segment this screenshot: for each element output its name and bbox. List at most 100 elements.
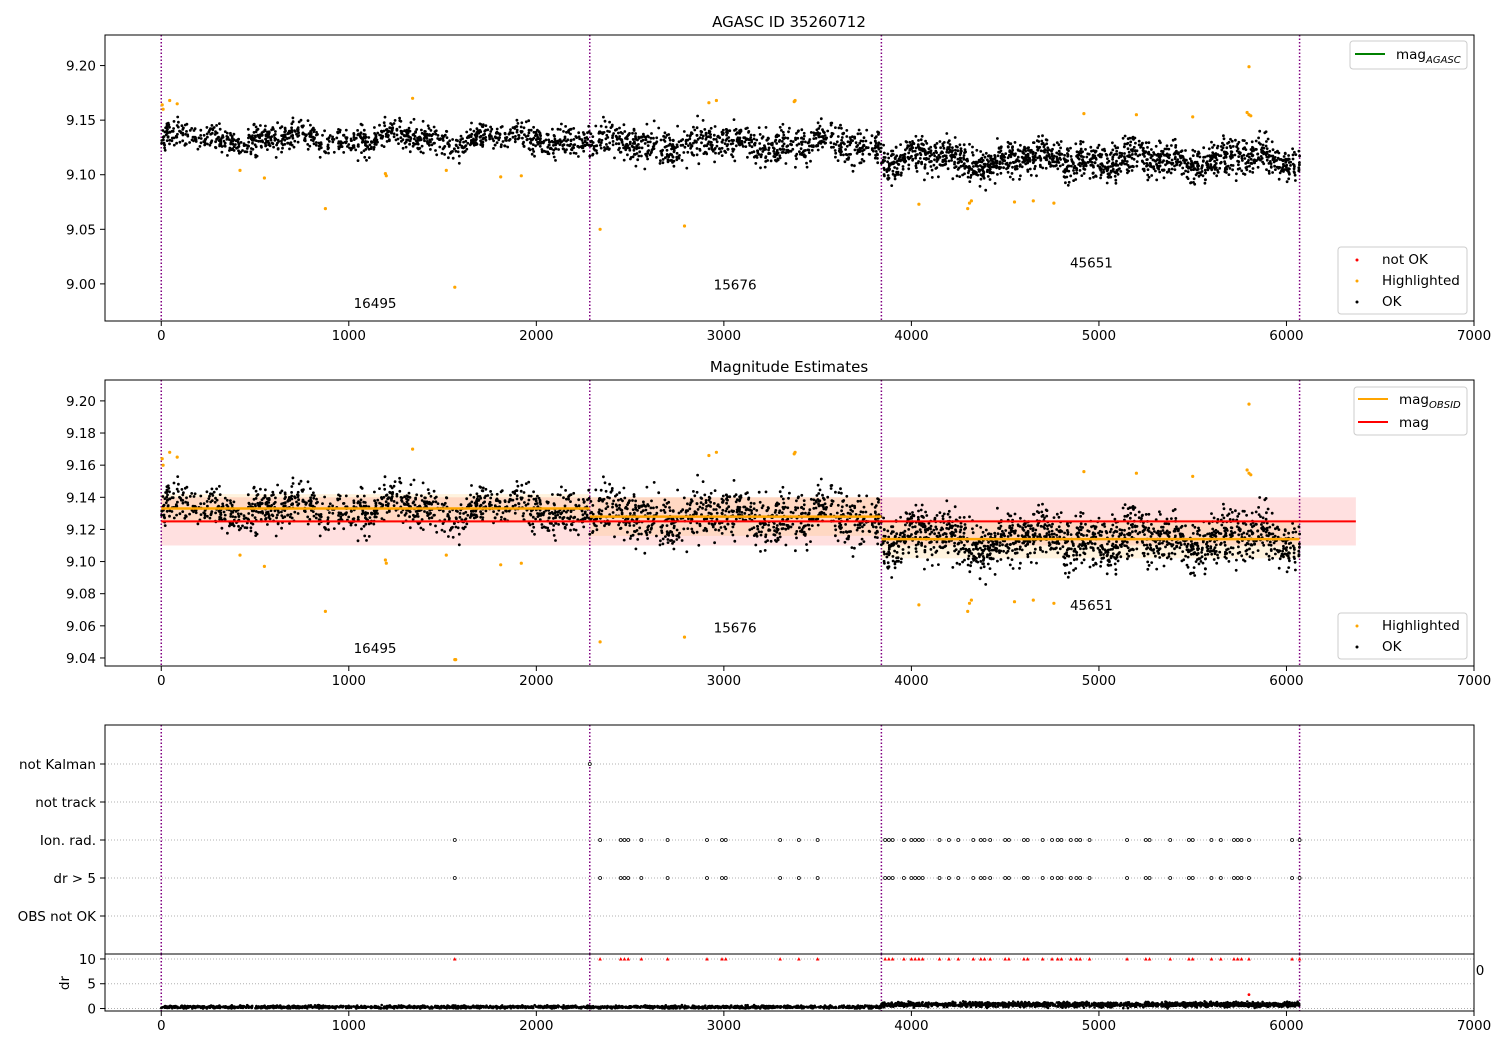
- estimates-ok-point: [432, 513, 436, 517]
- estimates-ok-point: [787, 496, 790, 500]
- agasc-ok-point: [563, 149, 567, 153]
- agasc-ok-point: [1134, 141, 1137, 145]
- agasc-ok-point: [608, 141, 612, 145]
- agasc-ok-point: [737, 143, 741, 146]
- agasc-ok-point: [611, 143, 615, 147]
- estimates-ok-point: [450, 526, 453, 530]
- estimates-ok-point: [415, 493, 419, 497]
- estimates-ok-point: [337, 522, 341, 525]
- agasc-obsid-boundaries: [160, 35, 1301, 321]
- agasc-ok-point: [1249, 162, 1253, 165]
- agasc-ok-point: [498, 136, 501, 140]
- agasc-ok-point: [1237, 160, 1241, 164]
- agasc-ok-point: [1072, 172, 1076, 175]
- agasc-ok-point: [426, 124, 430, 128]
- agasc-ok-point: [293, 130, 297, 133]
- agasc-ok-point: [1106, 172, 1110, 176]
- agasc-ok-point: [887, 156, 891, 160]
- agasc-ok-point: [623, 130, 627, 133]
- agasc-ok-point: [522, 126, 526, 130]
- agasc-ok-point: [841, 132, 845, 136]
- agasc-ok-point: [507, 139, 511, 142]
- agasc-ok-point: [914, 134, 918, 138]
- agasc-ok-point: [1079, 155, 1083, 158]
- agasc-ok-point: [530, 138, 533, 142]
- agasc-ok-point: [670, 144, 673, 148]
- agasc-ok-point: [291, 120, 295, 124]
- agasc-ok-point: [1123, 152, 1126, 155]
- agasc-ok-point: [1213, 159, 1216, 163]
- agasc-ok-point: [879, 142, 883, 146]
- estimates-ok-point: [413, 503, 417, 507]
- agasc-ok-point: [175, 135, 179, 139]
- agasc-ok-point: [1285, 163, 1289, 167]
- estimates-ok-point: [513, 492, 517, 495]
- estimates-ok-point: [421, 528, 425, 531]
- agasc-ok-point: [707, 147, 711, 151]
- agasc-ok-point: [362, 128, 366, 132]
- agasc-ok-point: [918, 151, 922, 155]
- agasc-ok-point: [1132, 165, 1135, 169]
- agasc-ok-point: [595, 149, 598, 153]
- agasc-ok-point: [416, 146, 420, 150]
- agasc-ok-point: [594, 124, 598, 128]
- estimates-ok-point: [290, 485, 294, 488]
- estimates-ok-point: [486, 494, 490, 497]
- agasc-ok-point: [1134, 152, 1138, 156]
- estimates-ok-point: [414, 514, 418, 518]
- estimates-ok-point: [724, 493, 728, 497]
- agasc-ok-point: [273, 133, 277, 136]
- agasc-ok-point: [1209, 158, 1212, 162]
- estimates-ok-point: [370, 512, 374, 515]
- agasc-ok-point: [934, 167, 938, 170]
- agasc-ok-point: [542, 139, 546, 143]
- agasc-ok-point: [993, 182, 997, 185]
- agasc-ok-point: [675, 143, 679, 147]
- agasc-ok-point: [1162, 176, 1166, 180]
- agasc-ok-point: [362, 135, 366, 139]
- agasc-ok-point: [206, 135, 209, 139]
- estimates-ok-point: [577, 504, 581, 508]
- estimates-ok-point: [241, 524, 244, 528]
- agasc-highlighted-point: [1052, 201, 1056, 205]
- estimates-ok-point: [163, 497, 167, 500]
- agasc-ok-point: [588, 154, 592, 158]
- agasc-ok-point: [1013, 141, 1017, 144]
- agasc-ok-point: [414, 142, 418, 146]
- agasc-ok-point: [547, 143, 551, 147]
- agasc-ok-point: [907, 167, 911, 171]
- agasc-ok-point: [1018, 149, 1022, 153]
- agasc-ok-point: [705, 135, 708, 139]
- agasc-ok-point: [867, 152, 871, 156]
- agasc-ok-point: [1173, 164, 1176, 168]
- agasc-ok-point: [947, 159, 951, 163]
- agasc-ok-point: [441, 139, 445, 142]
- agasc-ok-point: [527, 119, 531, 123]
- agasc-ok-point: [214, 130, 217, 134]
- agasc-legend-highlighted-label: Highlighted: [1382, 273, 1460, 289]
- agasc-ok-point: [214, 145, 217, 149]
- estimates-ok-point: [686, 527, 690, 530]
- estimates-ok-point: [290, 491, 293, 494]
- estimates-ok-point: [462, 527, 466, 531]
- agasc-ok-point: [874, 142, 878, 145]
- agasc-ok-point: [621, 143, 625, 147]
- agasc-ok-point: [193, 127, 197, 131]
- agasc-ok-point: [566, 143, 569, 147]
- agasc-ok-point: [919, 138, 923, 142]
- agasc-ok-point: [1070, 164, 1073, 168]
- agasc-ok-point: [725, 133, 728, 137]
- estimates-ok-point: [301, 498, 305, 502]
- agasc-ok-point: [382, 121, 386, 125]
- agasc-ok-point: [882, 156, 886, 159]
- agasc-ok-point: [782, 137, 785, 141]
- agasc-ok-point: [1052, 143, 1056, 147]
- agasc-ok-point: [750, 151, 754, 154]
- agasc-ok-point: [1094, 174, 1097, 178]
- agasc-ok-point: [936, 158, 939, 161]
- estimates-ok-point: [551, 528, 555, 532]
- agasc-ok-point: [1040, 139, 1044, 143]
- agasc-ok-point: [1011, 165, 1014, 169]
- agasc-ok-point: [247, 133, 251, 137]
- estimates-ok-point: [676, 488, 679, 492]
